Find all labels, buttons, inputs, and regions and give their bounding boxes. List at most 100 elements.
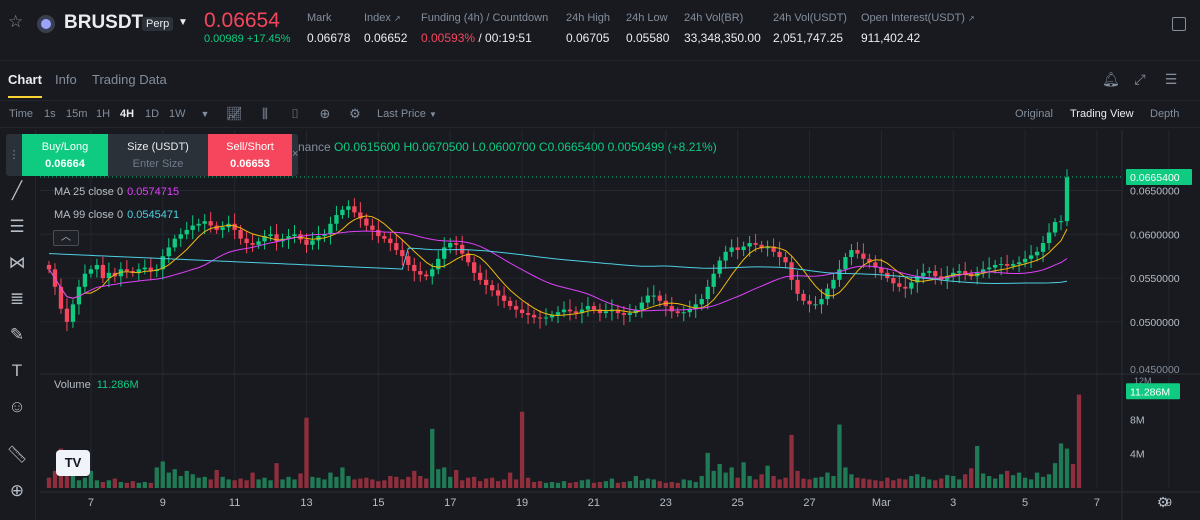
zoom-icon[interactable]: ⊕ <box>9 481 25 500</box>
price-chart[interactable]: 0.0665400 0.0650000 0.0600000 0.0550000 0.05… <box>40 130 1200 520</box>
external-arrow-icon[interactable]: ↗ <box>967 14 975 23</box>
volume-bar <box>687 480 692 488</box>
external-arrow-icon[interactable]: ↗ <box>393 14 401 23</box>
candle-body <box>262 236 267 242</box>
candle-body <box>723 251 728 261</box>
size-input[interactable]: Size (USDT) Enter Size <box>110 134 206 176</box>
buy-long-button[interactable]: Buy/Long 0.06664 <box>22 134 108 176</box>
volume-bar <box>244 480 249 488</box>
settings-gear-icon[interactable]: ⚙︎ <box>1156 494 1170 510</box>
volume-bar <box>831 476 836 488</box>
ruler-icon[interactable]: 📏︎ <box>6 445 28 464</box>
collapse-legend-icon[interactable]: ︿ <box>53 230 79 246</box>
candle-body <box>537 317 543 319</box>
volume-bar <box>777 479 782 488</box>
interval-4h[interactable]: 4H <box>120 108 135 120</box>
tab-chart[interactable]: Chart <box>8 72 42 98</box>
volume-bar <box>501 479 507 488</box>
volume-bar <box>837 424 842 488</box>
candle-body <box>286 236 291 239</box>
volume-bar <box>759 474 764 488</box>
drag-handle-icon[interactable]: ⋮ <box>8 149 20 161</box>
ma99-legend[interactable]: MA 99 close 0 0.0545471 <box>54 209 179 221</box>
trend-line-icon[interactable]: ╱ <box>11 181 23 200</box>
volume-bar <box>855 477 860 488</box>
volume-bar <box>519 411 525 488</box>
interval-15m[interactable]: 15m <box>66 108 88 120</box>
volume-bar <box>507 472 513 488</box>
candle-body <box>669 306 674 312</box>
volume-bar <box>190 474 195 488</box>
volume-bar <box>118 482 124 488</box>
tab-trading-data[interactable]: Trading Data <box>92 72 167 87</box>
interval-dropdown-icon[interactable]: ▼ <box>200 109 210 119</box>
candles-icon[interactable]: ⫼ <box>262 106 268 121</box>
interval-1h[interactable]: 1H <box>96 108 111 120</box>
volume-bar <box>945 475 950 488</box>
candle-body <box>759 244 764 249</box>
ohlc-legend: nance O0.0615600 H0.0670500 L0.0600700 C… <box>298 140 717 154</box>
fib-icon[interactable]: ≣ <box>9 289 25 308</box>
horizontal-lines-icon[interactable]: ☰ <box>9 217 25 236</box>
ma25-legend[interactable]: MA 25 close 0 0.0574715 <box>54 186 179 198</box>
emoji-icon[interactable]: ☺ <box>8 397 26 416</box>
chart-type-icon[interactable]: 📈︎ <box>226 106 243 121</box>
chevron-down-icon[interactable]: ▼ <box>178 17 188 28</box>
volume-bar <box>70 474 76 488</box>
volume-bar <box>220 476 225 488</box>
candle-body <box>394 243 399 251</box>
chart-settings-icon[interactable]: ⚙︎ <box>349 106 361 121</box>
symbol-name[interactable]: BRUSDT <box>64 12 144 33</box>
view-trading-view[interactable]: Trading View <box>1070 108 1134 120</box>
volume-tick-label: 8M <box>1130 414 1145 426</box>
volume-bar <box>106 480 112 488</box>
price-type-select[interactable]: Last Price ▼ <box>377 108 437 120</box>
add-indicator-icon[interactable]: ⊕ <box>319 106 331 121</box>
tab-info[interactable]: Info <box>55 72 77 87</box>
stat-open-interest: Open Interest(USDT) ↗ 911,402.42 <box>861 12 975 45</box>
close-icon[interactable]: × <box>292 148 299 160</box>
alert-bell-icon[interactable]: 🔔︎ <box>1102 71 1120 87</box>
brush-icon[interactable]: ✎ <box>9 325 25 344</box>
pattern-icon[interactable]: ⋈ <box>8 253 26 272</box>
ohlc-values: O0.0615600 H0.0670500 L0.0600700 C0.0665… <box>334 140 717 154</box>
interval-1w[interactable]: 1W <box>169 108 186 120</box>
candle-body <box>1022 258 1028 263</box>
candle-body <box>998 264 1004 266</box>
view-original[interactable]: Original <box>1015 108 1053 120</box>
volume-bar <box>513 479 519 488</box>
candle-body <box>915 276 920 283</box>
fullscreen-icon[interactable]: ⤢ <box>1134 71 1146 87</box>
volume-bar <box>675 482 680 488</box>
volume-bar <box>987 476 992 488</box>
volume-bar <box>52 470 58 488</box>
candle-body <box>364 218 369 226</box>
candle-body <box>801 293 806 301</box>
ma7-line <box>48 215 1068 317</box>
text-icon[interactable]: T <box>11 361 23 380</box>
candle-body <box>472 262 477 273</box>
view-depth[interactable]: Depth <box>1150 108 1180 120</box>
favorite-star-icon[interactable]: ☆ <box>8 12 24 31</box>
camera-icon[interactable]: ⌷ <box>291 106 299 121</box>
ma25-line <box>48 230 1068 312</box>
ticker-header: ☆ BRUSDT Perp ▼ 0.06654 0.00989 +17.45% … <box>0 0 1200 56</box>
candle-body <box>849 250 854 258</box>
volume-bar <box>543 482 549 488</box>
interval-1d[interactable]: 1D <box>145 108 160 120</box>
candle-body <box>148 267 153 272</box>
candle-body <box>352 206 357 213</box>
expand-window-icon[interactable] <box>1172 17 1186 31</box>
sell-short-button[interactable]: Sell/Short 0.06653 <box>208 134 292 176</box>
interval-1s[interactable]: 1s <box>44 108 56 120</box>
candle-body <box>142 267 147 270</box>
volume-bar <box>525 477 531 488</box>
candle-body <box>178 234 183 239</box>
settings-sliders-icon[interactable]: ☰ <box>1164 71 1178 87</box>
candle-body <box>495 290 501 296</box>
candle-body <box>220 227 225 230</box>
candle-body <box>591 306 597 310</box>
candle-body <box>561 309 567 313</box>
volume-bar <box>669 482 674 488</box>
tradingview-logo[interactable]: TV <box>56 450 90 476</box>
